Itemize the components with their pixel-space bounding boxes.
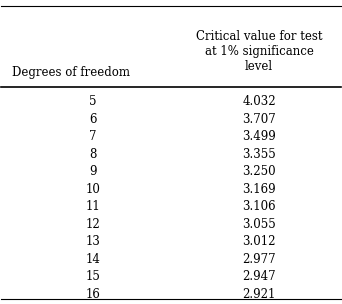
Text: 13: 13 bbox=[86, 235, 101, 248]
Text: 14: 14 bbox=[86, 253, 101, 266]
Text: 3.707: 3.707 bbox=[242, 113, 276, 126]
Text: Degrees of freedom: Degrees of freedom bbox=[12, 67, 130, 79]
Text: Critical value for test
at 1% significance
level: Critical value for test at 1% significan… bbox=[196, 30, 323, 74]
Text: 3.499: 3.499 bbox=[242, 130, 276, 143]
Text: 2.977: 2.977 bbox=[242, 253, 276, 266]
Text: 8: 8 bbox=[89, 148, 97, 161]
Text: 9: 9 bbox=[89, 165, 97, 178]
Text: 3.012: 3.012 bbox=[242, 235, 276, 248]
Text: 3.355: 3.355 bbox=[242, 148, 276, 161]
Text: 11: 11 bbox=[86, 200, 100, 213]
Text: 2.947: 2.947 bbox=[242, 271, 276, 284]
Text: 3.106: 3.106 bbox=[242, 200, 276, 213]
Text: 16: 16 bbox=[86, 288, 101, 301]
Text: 12: 12 bbox=[86, 218, 100, 231]
Text: 6: 6 bbox=[89, 113, 97, 126]
Text: 3.250: 3.250 bbox=[242, 165, 276, 178]
Text: 7: 7 bbox=[89, 130, 97, 143]
Text: 2.921: 2.921 bbox=[242, 288, 276, 301]
Text: 5: 5 bbox=[89, 95, 97, 108]
Text: 10: 10 bbox=[86, 183, 101, 196]
Text: 3.169: 3.169 bbox=[242, 183, 276, 196]
Text: 15: 15 bbox=[86, 271, 101, 284]
Text: 3.055: 3.055 bbox=[242, 218, 276, 231]
Text: 4.032: 4.032 bbox=[242, 95, 276, 108]
